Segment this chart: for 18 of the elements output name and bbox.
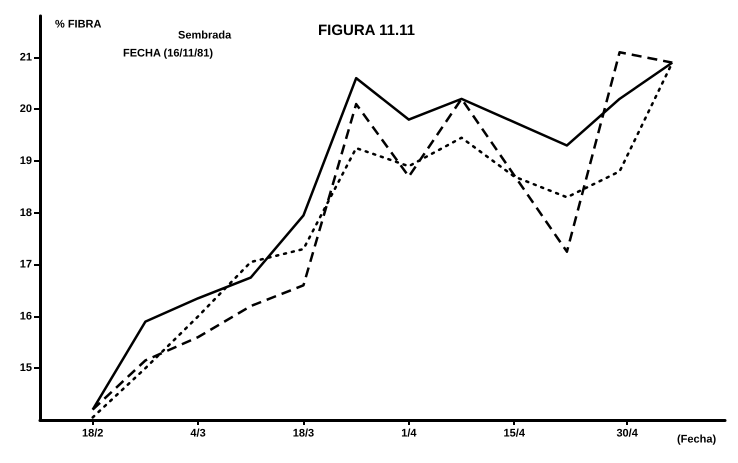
x-tick-label: 4/3	[190, 428, 206, 440]
x-axis-title: (Fecha)	[677, 434, 716, 446]
annotation: Sembrada	[178, 30, 232, 42]
y-tick-label: 15	[20, 362, 32, 374]
y-tick-label: 17	[20, 258, 32, 271]
x-tick-label: 15/4	[504, 428, 526, 440]
x-tick-label: 30/4	[616, 428, 639, 440]
y-tick-label: 19	[20, 155, 32, 168]
y-axis-title: % FIBRA	[55, 18, 102, 30]
y-tick-label: 20	[20, 103, 32, 116]
x-tick-label: 1/4	[401, 428, 418, 440]
x-tick-label: 18/2	[82, 428, 104, 440]
y-tick-label: 21	[20, 51, 32, 64]
annotation: FECHA (16/11/81)	[123, 48, 214, 60]
y-tick-label: 18	[20, 206, 32, 219]
y-tick-label: 16	[20, 310, 32, 322]
chart-title: FIGURA 11.11	[318, 22, 415, 39]
x-tick-label: 18/3	[292, 428, 314, 440]
